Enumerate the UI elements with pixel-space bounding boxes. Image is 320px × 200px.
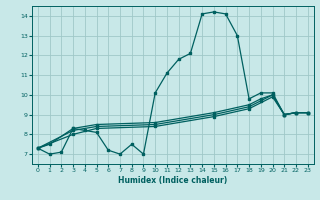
X-axis label: Humidex (Indice chaleur): Humidex (Indice chaleur) xyxy=(118,176,228,185)
